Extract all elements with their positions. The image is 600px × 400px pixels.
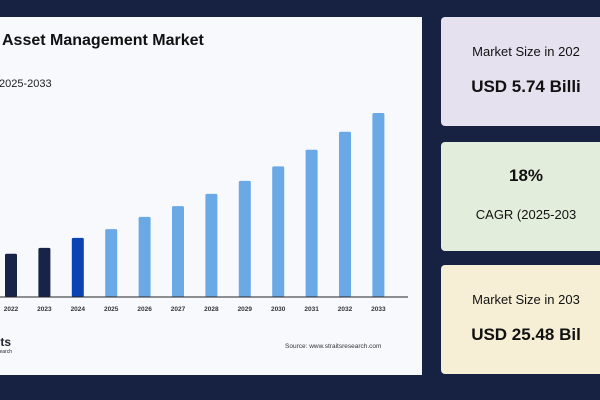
card-cagr: 18% CAGR (2025-203 [441,142,600,251]
x-tick-label: 2030 [271,306,286,313]
bar-2025 [105,229,118,297]
logo-text: its [0,335,12,349]
card-market-size-forecast: Market Size in 203 USD 25.48 Bil [441,265,600,374]
bar-2032 [339,131,351,297]
bar-2029 [238,180,251,297]
x-tick-label: 2023 [37,306,52,313]
x-tick-label: 2031 [304,306,319,313]
chart-title: Asset Management Market [2,32,204,49]
card-label: Market Size in 203 [472,292,580,307]
x-tick-label: 2032 [338,306,353,313]
card-market-size-base: Market Size in 202 USD 5.74 Billi [441,17,600,126]
bar-2033 [372,113,385,297]
straits-logo: itssearch [0,335,13,357]
bar-2028 [205,193,218,297]
x-tick-label: 2022 [4,306,19,313]
card-label: Market Size in 202 [472,44,580,59]
bar-2023 [38,247,51,297]
card-value: USD 25.48 Bil [471,325,581,344]
bar-2026 [138,216,151,297]
bar-chart: 2022 2023 2024 2025 2026 2027 2028 2029 2030 2031… [0,113,408,313]
card-label: CAGR (2025-203 [475,207,577,222]
x-tick-label: 2029 [238,306,253,313]
x-tick-label: 2028 [204,306,219,313]
bar-2024 [71,237,84,297]
source-text: Source: www.straitsresearch.com [285,343,382,350]
card-value: USD 5.74 Billi [471,77,581,96]
x-tick-label: 2033 [371,306,386,313]
bar-2027 [172,206,184,297]
logo-sub: search [0,349,13,355]
card-value: 18% [508,166,544,185]
bar-2030 [272,166,285,297]
chart-subtitle: 2025-2033 [0,78,52,90]
bar-2022 [5,253,17,297]
x-tick-label: 2025 [104,306,119,313]
x-tick-label: 2024 [71,306,86,313]
x-tick-label: 2027 [171,306,186,313]
x-tick-label: 2026 [137,306,152,313]
bar-2031 [305,149,318,297]
